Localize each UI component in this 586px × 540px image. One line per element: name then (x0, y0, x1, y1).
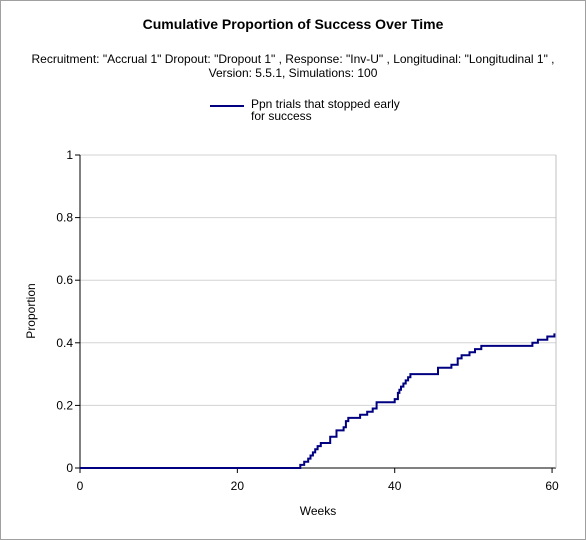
x-tick-label: 40 (388, 479, 402, 493)
y-tick-label: 1 (66, 148, 73, 162)
y-axis-label: Proportion (24, 283, 38, 338)
x-tick-label: 60 (545, 479, 559, 493)
x-axis-label: Weeks (300, 504, 336, 518)
y-tick-label: 0.6 (56, 273, 73, 287)
axes (79, 155, 557, 469)
chart-subtitle: Recruitment: "Accrual 1" Dropout: "Dropo… (31, 52, 555, 80)
legend-swatch (210, 105, 244, 107)
x-tick-label: 20 (231, 479, 245, 493)
legend-label: Ppn trials that stopped early for succes… (251, 97, 400, 123)
y-tick-label: 0.8 (56, 211, 73, 225)
x-tick-label: 0 (77, 479, 84, 493)
series-layer (80, 333, 556, 469)
legend: Ppn trials that stopped early for succes… (210, 98, 410, 124)
chart-title: Cumulative Proportion of Success Over Ti… (142, 16, 444, 32)
y-tick-label: 0 (66, 461, 73, 475)
gridlines (80, 154, 556, 406)
ticks: 0 0.2 0.4 0.6 0.8 1 0 20 40 60 (56, 148, 559, 493)
series-line (80, 333, 556, 469)
y-tick-label: 0.2 (56, 398, 73, 412)
y-tick-label: 0.4 (56, 336, 73, 350)
